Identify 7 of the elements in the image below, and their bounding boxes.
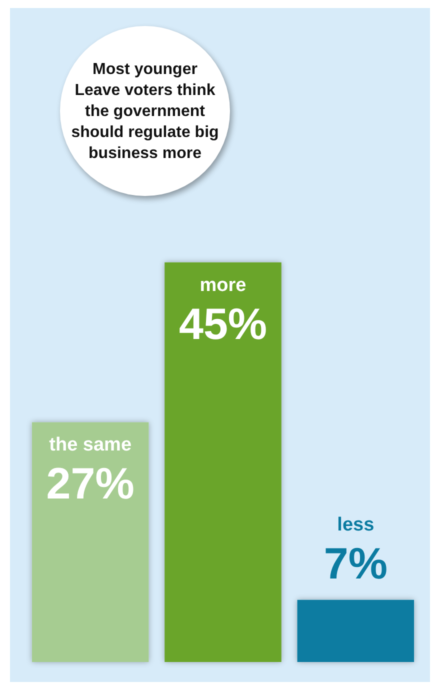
x-tick-label: less <box>337 514 374 536</box>
x-tick-label: the same <box>49 434 132 456</box>
data-label: 27% <box>46 460 134 509</box>
x-tick-label: more <box>200 274 246 296</box>
data-label: 7% <box>324 539 388 588</box>
data-label: 45% <box>178 300 268 349</box>
chart-title: Most younger Leave voters think the government should regulate big business more <box>60 26 230 196</box>
